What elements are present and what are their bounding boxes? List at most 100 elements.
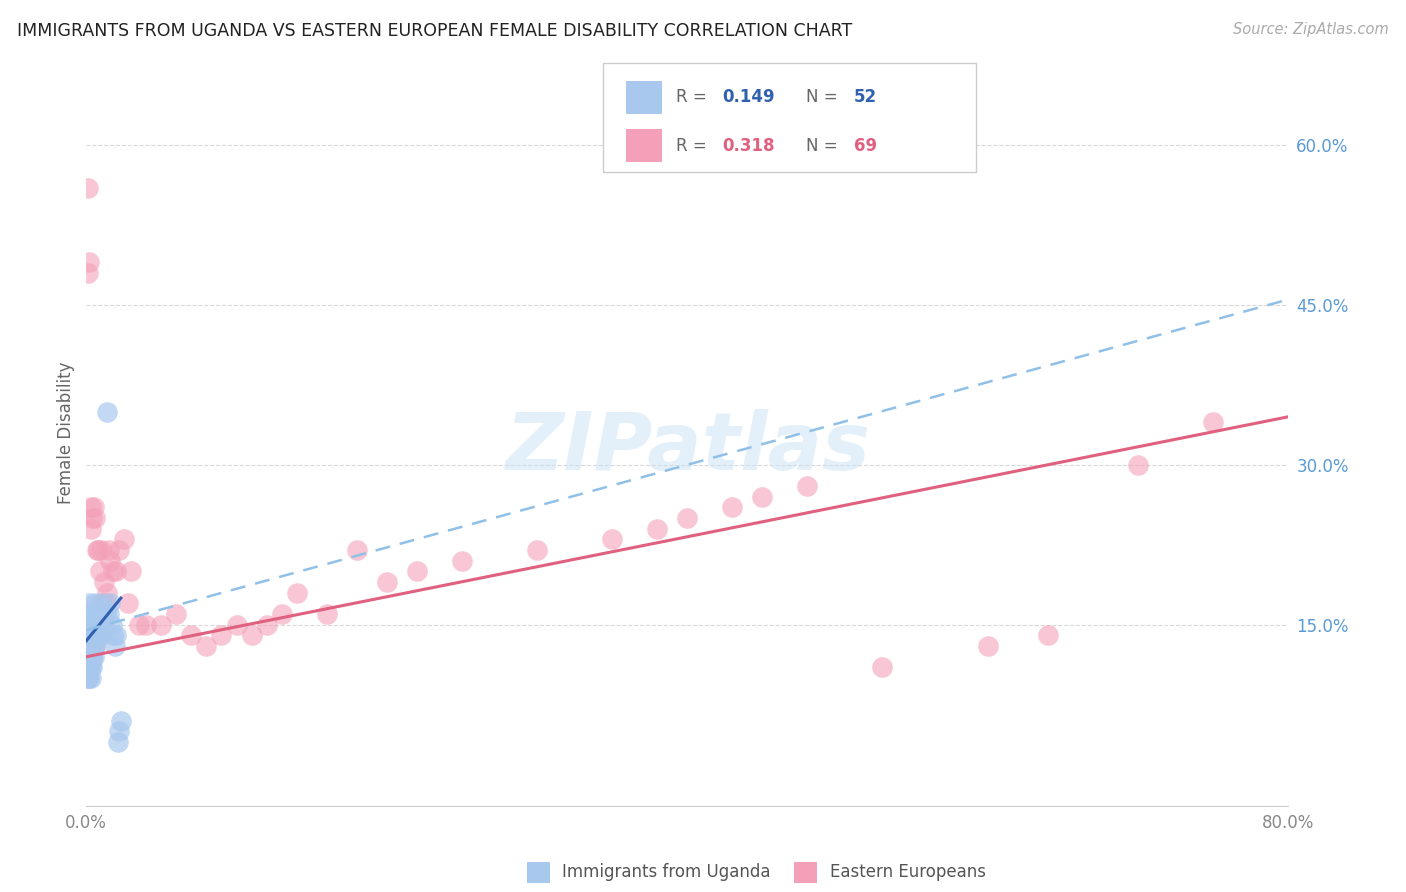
- Point: [83, 639, 105, 653]
- Point: [84, 639, 107, 653]
- Point: [79, 617, 101, 632]
- Text: N =: N =: [806, 88, 844, 106]
- Point: [83, 628, 105, 642]
- Point: [83, 500, 105, 515]
- Point: [721, 500, 744, 515]
- Point: [86, 543, 108, 558]
- Point: [87, 543, 110, 558]
- Point: [112, 533, 135, 547]
- Point: [91, 597, 114, 611]
- Point: [93, 617, 115, 632]
- Point: [82, 649, 104, 664]
- Point: [270, 607, 292, 621]
- Point: [90, 543, 112, 558]
- Point: [97, 607, 120, 621]
- Point: [1036, 628, 1059, 642]
- Point: [89, 617, 111, 632]
- Point: [82, 628, 104, 642]
- FancyBboxPatch shape: [603, 63, 976, 171]
- Point: [79, 660, 101, 674]
- Point: [211, 628, 233, 642]
- Point: [76, 266, 98, 280]
- Point: [1126, 458, 1149, 472]
- Text: Source: ZipAtlas.com: Source: ZipAtlas.com: [1233, 22, 1389, 37]
- Point: [90, 628, 112, 642]
- Point: [315, 607, 337, 621]
- Point: [96, 404, 118, 418]
- Point: [150, 617, 173, 632]
- Point: [79, 628, 101, 642]
- Text: 52: 52: [855, 88, 877, 106]
- Point: [80, 639, 103, 653]
- Point: [76, 607, 98, 621]
- Point: [91, 607, 114, 621]
- Point: [82, 511, 104, 525]
- Point: [79, 639, 101, 653]
- Text: R =: R =: [676, 136, 713, 154]
- Point: [96, 586, 118, 600]
- Point: [80, 660, 103, 674]
- Point: [84, 628, 107, 642]
- Point: [76, 649, 98, 664]
- Point: [79, 649, 101, 664]
- Point: [796, 479, 818, 493]
- Point: [76, 617, 98, 632]
- Point: [104, 639, 127, 653]
- Point: [76, 671, 98, 685]
- Point: [94, 607, 117, 621]
- Text: IMMIGRANTS FROM UGANDA VS EASTERN EUROPEAN FEMALE DISABILITY CORRELATION CHART: IMMIGRANTS FROM UGANDA VS EASTERN EUROPE…: [17, 22, 852, 40]
- Point: [80, 649, 103, 664]
- Point: [110, 714, 132, 728]
- Point: [180, 628, 202, 642]
- Point: [82, 660, 104, 674]
- Text: 0.318: 0.318: [723, 136, 775, 154]
- Point: [87, 607, 110, 621]
- Point: [240, 628, 263, 642]
- Point: [76, 649, 98, 664]
- Point: [87, 628, 110, 642]
- Point: [79, 649, 101, 664]
- Point: [225, 617, 247, 632]
- Point: [86, 628, 108, 642]
- Point: [76, 628, 98, 642]
- Point: [101, 617, 124, 632]
- Text: Immigrants from Uganda: Immigrants from Uganda: [562, 863, 770, 881]
- Point: [76, 660, 98, 674]
- Point: [82, 628, 104, 642]
- Point: [117, 597, 139, 611]
- Point: [80, 628, 103, 642]
- Point: [76, 671, 98, 685]
- Point: [80, 522, 103, 536]
- Point: [79, 660, 101, 674]
- Point: [120, 565, 142, 579]
- Point: [872, 660, 894, 674]
- Point: [976, 639, 998, 653]
- Point: [79, 255, 101, 269]
- Point: [89, 565, 111, 579]
- Point: [80, 671, 103, 685]
- Point: [76, 180, 98, 194]
- Point: [90, 597, 112, 611]
- Text: N =: N =: [806, 136, 844, 154]
- Point: [285, 586, 308, 600]
- Point: [676, 511, 699, 525]
- Text: R =: R =: [676, 88, 713, 106]
- Point: [83, 649, 105, 664]
- Point: [526, 543, 548, 558]
- Point: [135, 617, 157, 632]
- Point: [83, 628, 105, 642]
- Point: [98, 554, 121, 568]
- Point: [97, 543, 120, 558]
- Point: [76, 639, 98, 653]
- Point: [103, 565, 125, 579]
- Point: [256, 617, 278, 632]
- Point: [94, 597, 117, 611]
- Point: [108, 724, 131, 739]
- Point: [84, 597, 107, 611]
- Point: [128, 617, 150, 632]
- Point: [82, 649, 104, 664]
- Point: [76, 628, 98, 642]
- FancyBboxPatch shape: [794, 862, 817, 883]
- Point: [93, 575, 115, 590]
- Point: [405, 565, 427, 579]
